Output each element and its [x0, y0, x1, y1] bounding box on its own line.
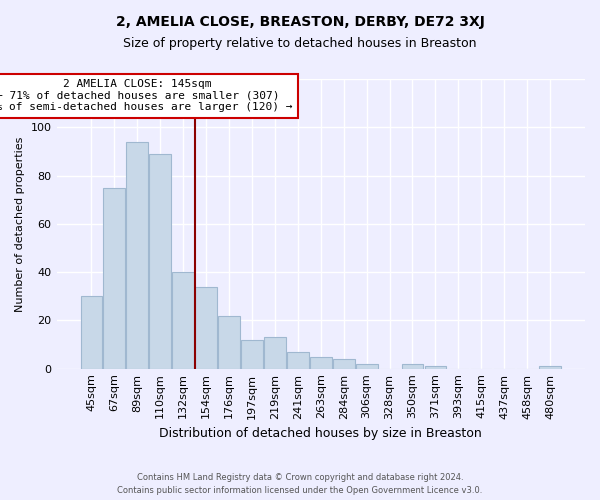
- Bar: [401, 364, 424, 368]
- Text: Size of property relative to detached houses in Breaston: Size of property relative to detached ho…: [123, 38, 477, 51]
- Text: 2 AMELIA CLOSE: 145sqm
← 71% of detached houses are smaller (307)
28% of semi-de: 2 AMELIA CLOSE: 145sqm ← 71% of detached…: [0, 80, 293, 112]
- Bar: [264, 338, 286, 368]
- Bar: [356, 364, 377, 368]
- Bar: [172, 272, 194, 368]
- Bar: [241, 340, 263, 368]
- Bar: [425, 366, 446, 368]
- Bar: [149, 154, 171, 368]
- Bar: [310, 356, 332, 368]
- Bar: [127, 142, 148, 368]
- Text: Contains HM Land Registry data © Crown copyright and database right 2024.
Contai: Contains HM Land Registry data © Crown c…: [118, 473, 482, 495]
- Bar: [218, 316, 240, 368]
- Text: 2, AMELIA CLOSE, BREASTON, DERBY, DE72 3XJ: 2, AMELIA CLOSE, BREASTON, DERBY, DE72 3…: [116, 15, 484, 29]
- Y-axis label: Number of detached properties: Number of detached properties: [15, 136, 25, 312]
- Bar: [333, 359, 355, 368]
- Bar: [103, 188, 125, 368]
- X-axis label: Distribution of detached houses by size in Breaston: Distribution of detached houses by size …: [160, 427, 482, 440]
- Bar: [195, 286, 217, 368]
- Bar: [539, 366, 561, 368]
- Bar: [287, 352, 309, 368]
- Bar: [80, 296, 103, 368]
